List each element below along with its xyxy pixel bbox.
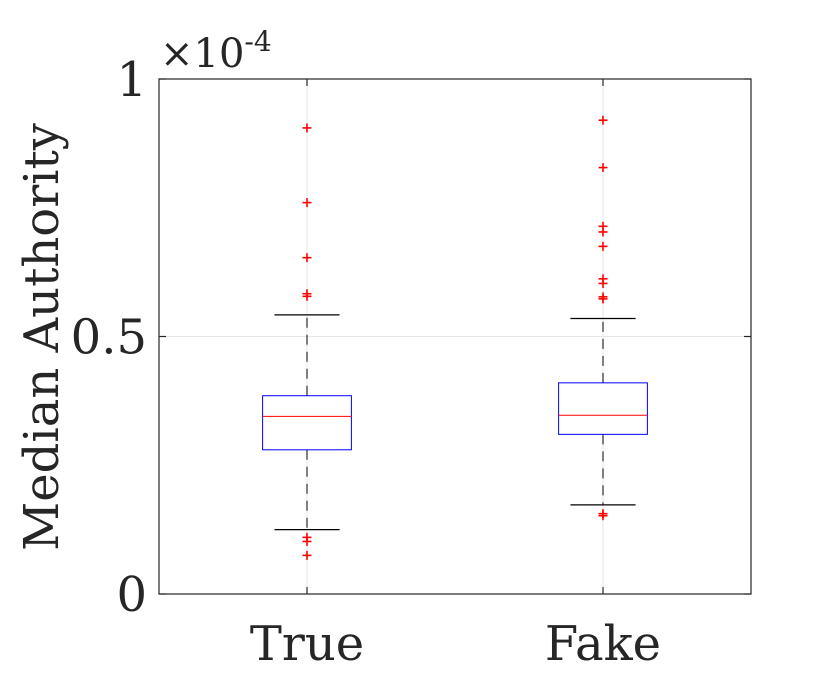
outlier-point xyxy=(598,227,608,237)
y-axis-multiplier-base: ×10 xyxy=(160,31,244,77)
outlier-point xyxy=(598,278,608,288)
x-axis-ticks: True Fake xyxy=(250,79,661,672)
y-axis-ticks: 00.51 xyxy=(71,52,751,623)
x-tick-label: True xyxy=(250,616,364,672)
outlier-point xyxy=(598,163,608,173)
outlier-point xyxy=(598,294,608,304)
outlier-point xyxy=(302,253,312,263)
y-tick-label: 1 xyxy=(116,52,147,108)
y-axis-title: Median Authority xyxy=(14,123,70,551)
outlier-point xyxy=(302,536,312,546)
box-group-fake xyxy=(558,115,648,521)
x-tick-label: Fake xyxy=(545,616,661,672)
outlier-point xyxy=(302,123,312,133)
box xyxy=(262,395,352,451)
outlier-point xyxy=(302,198,312,208)
y-axis-multiplier: ×10-4 xyxy=(160,25,272,77)
y-tick-label: 0.5 xyxy=(71,310,147,366)
plot-area xyxy=(262,115,648,560)
outlier-point xyxy=(598,511,608,521)
outlier-point xyxy=(302,550,312,560)
outlier-point xyxy=(598,241,608,251)
outlier-point xyxy=(302,291,312,301)
y-tick-label: 0 xyxy=(116,567,147,623)
box xyxy=(558,382,648,435)
box-group-true xyxy=(262,123,352,560)
grid-lines xyxy=(159,78,751,595)
y-axis-multiplier-exponent: -4 xyxy=(244,25,271,58)
outlier-point xyxy=(598,115,608,125)
